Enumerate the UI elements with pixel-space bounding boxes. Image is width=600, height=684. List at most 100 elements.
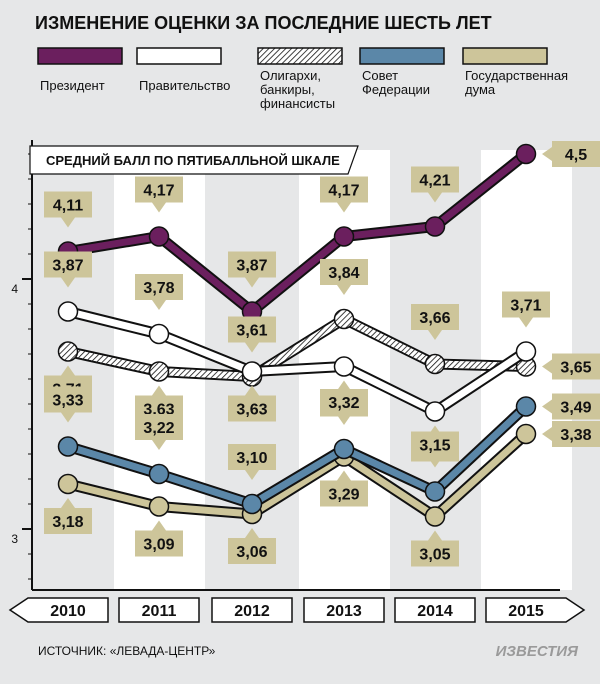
data-label-pointer (428, 457, 442, 468)
data-label-pointer (152, 440, 166, 450)
data-label-box (502, 291, 550, 318)
data-label: 3,87 (236, 258, 267, 275)
data-label-box (228, 251, 276, 278)
data-label-pointer (337, 415, 351, 425)
data-point (148, 496, 170, 517)
data-point (241, 493, 263, 515)
data-label-pointer (152, 300, 166, 310)
data-point (424, 506, 446, 527)
data-point (515, 423, 537, 445)
legend-label: Правительство (139, 78, 230, 93)
data-label-pointer (337, 380, 351, 391)
data-label: 3,38 (560, 427, 591, 444)
chart-title: ИЗМЕНЕНИЕ ОЦЕНКИ ЗА ПОСЛЕДНИЕ ШЕСТЬ ЛЕТ (35, 13, 492, 33)
data-label-box (135, 530, 183, 557)
data-label-pointer (337, 470, 351, 481)
brand-logo: ИЗВЕСТИЯ (496, 643, 579, 660)
source-note: ИСТОЧНИК: «ЛЕВАДА-ЦЕНТР» (38, 644, 216, 658)
series-line (67, 431, 529, 520)
data-label: 4,11 (53, 198, 83, 215)
year-tag (303, 597, 385, 623)
data-point (424, 481, 446, 502)
data-label-box (135, 414, 183, 440)
data-label-pointer (245, 528, 259, 538)
year-tag (485, 597, 586, 623)
legend-swatch (462, 47, 548, 65)
year-tag (394, 597, 476, 623)
data-label-pointer (152, 385, 166, 396)
data-label: 3,61 (236, 323, 267, 340)
data-label: 4,5 (565, 147, 587, 164)
data-point (241, 361, 263, 382)
data-point (515, 341, 537, 362)
data-label: 3,87 (52, 258, 83, 275)
data-label: 3,49 (560, 400, 591, 417)
data-point (148, 226, 170, 247)
data-label-pointer (542, 399, 552, 414)
data-point (333, 226, 355, 247)
data-label-box (320, 389, 368, 415)
data-label-box (552, 421, 600, 447)
x-tick-label: 2013 (326, 603, 362, 620)
series-line-hatch (67, 315, 527, 380)
data-label-box (411, 540, 459, 567)
series-line (67, 308, 528, 415)
data-label-box (44, 386, 92, 413)
data-label-pointer (61, 498, 75, 508)
year-tag (8, 597, 109, 623)
legend: Президент Правительство Олигархи, банкиры, ф… (37, 47, 568, 111)
data-label-box (320, 480, 368, 507)
data-label: 3,09 (143, 537, 174, 554)
chart-subtitle: СРЕДНИЙ БАЛЛ ПО ПЯТИБАЛЛЬНОЙ ШКАЛЕ (46, 153, 340, 168)
data-point (148, 323, 170, 345)
data-label: 4,17 (143, 183, 174, 200)
data-label: 3,63 (236, 402, 267, 419)
data-label-pointer (245, 470, 259, 480)
data-label-box (228, 316, 276, 343)
y-tick-label: 4 (11, 282, 18, 296)
data-labels: 4,11 4,17 3,87 4,17 4,21 4,5 3,87 3,78 3,63 3,65 3… (44, 141, 600, 567)
data-label-box (552, 393, 600, 420)
x-tick-label: 2012 (234, 603, 270, 620)
data-label: 3,78 (143, 280, 174, 297)
data-label: 3,10 (236, 450, 267, 467)
data-label-box (552, 353, 600, 380)
data-label-pointer (245, 277, 259, 288)
x-tick-label: 2015 (508, 603, 544, 620)
data-label: 3,29 (328, 487, 359, 504)
data-label: 3,66 (419, 310, 450, 327)
series-line (66, 403, 529, 508)
data-label-pointer (61, 365, 75, 376)
x-tick-label: 2011 (142, 603, 177, 620)
legend-swatch (136, 47, 222, 65)
data-point (333, 356, 355, 377)
data-label-pointer (61, 217, 75, 228)
data-label-pointer (428, 530, 442, 541)
data-point (515, 143, 537, 165)
data-label-pointer (519, 317, 533, 328)
data-label-box (44, 191, 92, 218)
data-label-box (228, 538, 276, 564)
data-label-pointer (428, 330, 442, 340)
data-label: 4,21 (419, 173, 450, 190)
data-label-pointer (61, 277, 75, 288)
data-point (57, 473, 79, 495)
data-label-box (411, 166, 459, 193)
data-label: 4,17 (328, 183, 359, 200)
data-point (57, 436, 79, 457)
data-label-box (552, 141, 600, 167)
data-point (424, 216, 446, 237)
data-label: 3,06 (236, 544, 267, 561)
data-label: 3,22 (143, 420, 174, 437)
data-label-box (320, 259, 368, 285)
legend-label: Совет Федерации (362, 68, 430, 97)
data-label-pointer (337, 285, 351, 295)
data-label-box (411, 304, 459, 330)
data-point (333, 308, 355, 330)
subtitle-box: СРЕДНИЙ БАЛЛ ПО ПЯТИБАЛЛЬНОЙ ШКАЛЕ (29, 145, 359, 175)
data-label: 3,05 (419, 547, 450, 564)
data-label-box (228, 444, 276, 470)
year-tag (211, 597, 293, 623)
x-axis: 2010 2011 2012 2013 2014 2015 (8, 597, 586, 623)
